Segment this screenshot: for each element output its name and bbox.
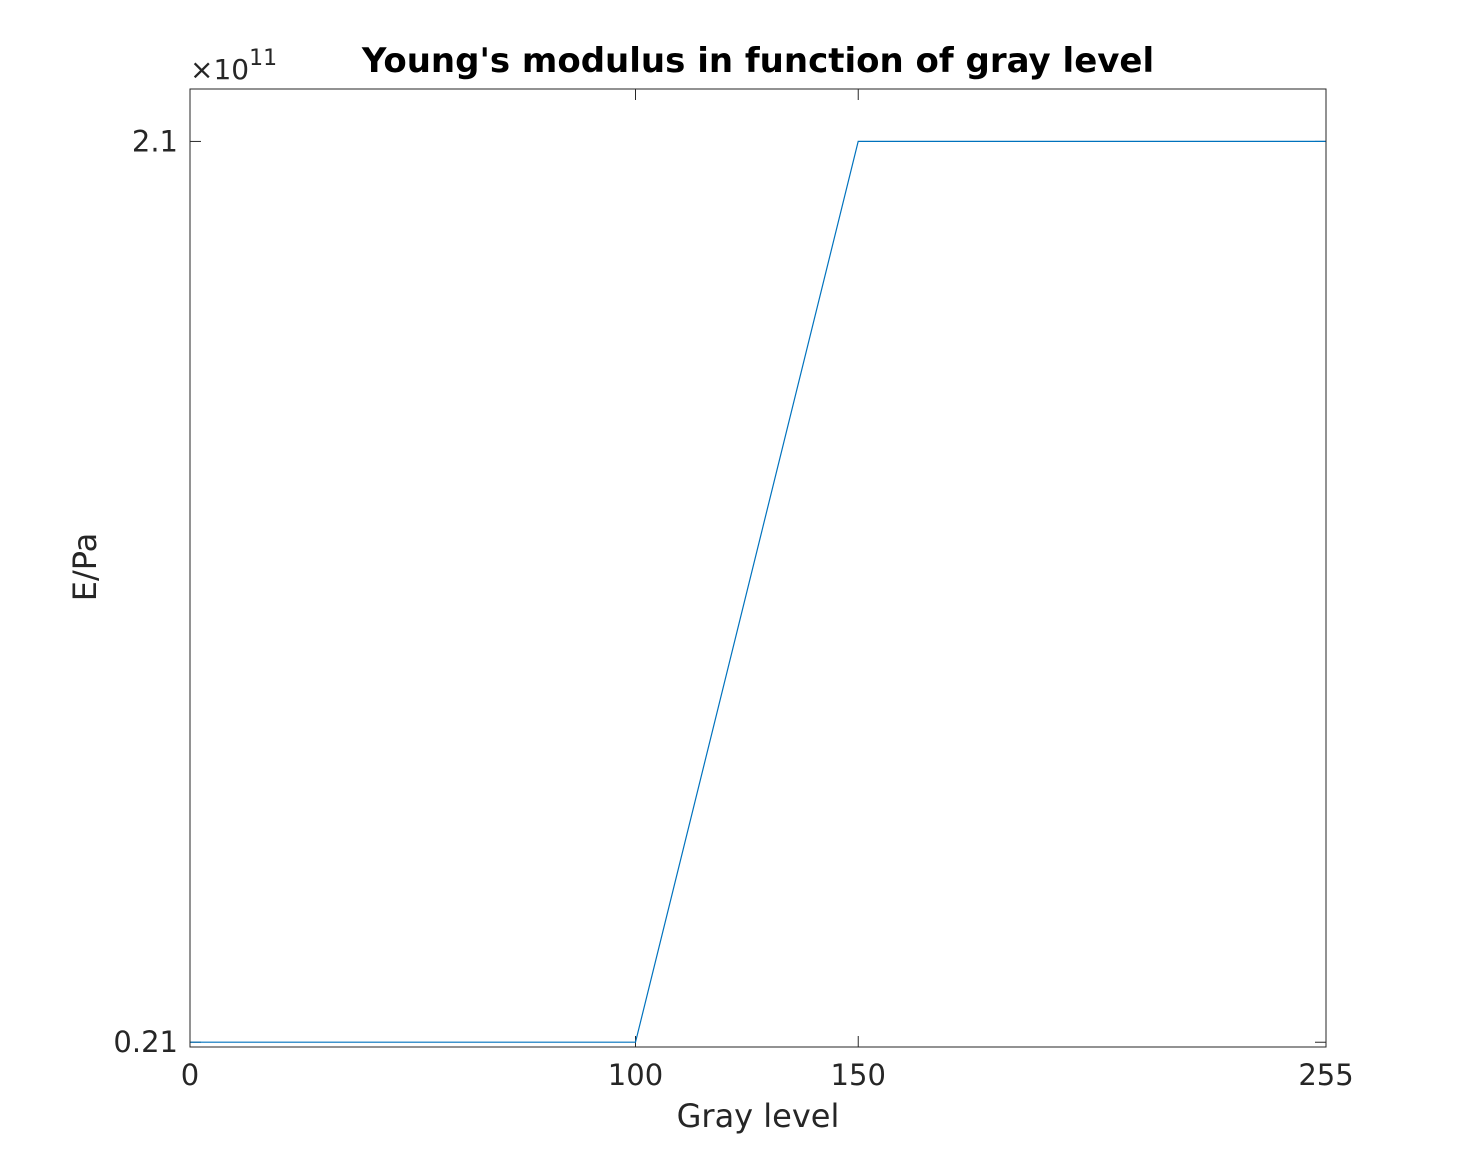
chart-title: Young's modulus in function of gray leve… — [361, 41, 1154, 81]
x-tick-label: 150 — [831, 1058, 886, 1092]
y-tick-label: 0.21 — [113, 1025, 178, 1059]
series-layer — [190, 140, 1326, 1043]
y-tick-label: 2.1 — [132, 124, 178, 158]
x-tick-label: 255 — [1298, 1058, 1353, 1092]
y-axis-label: E/Pa — [66, 533, 104, 601]
x-axis-label: Gray level — [677, 1097, 840, 1135]
x-tick-label: 0 — [181, 1058, 199, 1092]
y-exponent-label: ×1011 — [190, 46, 277, 86]
plot-background — [190, 89, 1326, 1047]
y-exponent-power: 11 — [249, 46, 277, 71]
y-tick-labels: 0.21 2.1 — [113, 124, 178, 1059]
x-tick-labels: 0 100 150 255 — [181, 1058, 1354, 1092]
series-line — [190, 140, 1326, 1043]
x-tick-label: 100 — [608, 1058, 663, 1092]
plot-frame — [189, 88, 1327, 1048]
y-exponent-prefix: ×10 — [190, 53, 249, 86]
